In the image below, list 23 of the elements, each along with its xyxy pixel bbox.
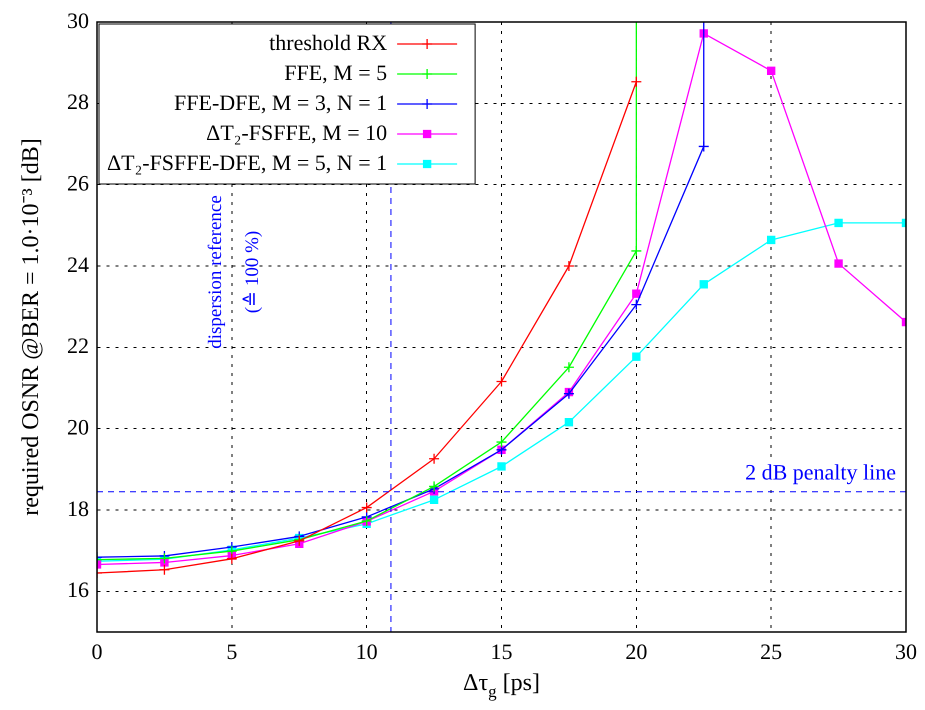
y-tick-label: 24 [67, 252, 89, 277]
y-tick-label: 20 [67, 414, 89, 440]
legend-label: ΔT₂-FSFFE, M = 10 [206, 120, 388, 145]
legend-label: FFE, M = 5 [284, 60, 388, 85]
x-tick-label: 0 [92, 638, 102, 664]
y-tick-label: 16 [67, 577, 89, 602]
legend-label: FFE-DFE, M = 3, N = 1 [174, 90, 388, 115]
x-tick-label: 10 [356, 638, 378, 664]
x-tick-label: 30 [895, 638, 917, 664]
x-tick-label: 25 [760, 638, 782, 664]
y-tick-label: 28 [67, 89, 89, 114]
x-tick-label: 15 [490, 638, 512, 664]
y-tick-label: 30 [67, 8, 89, 33]
ref-line-label: 2 dB penalty line [745, 460, 896, 485]
y-tick-label: 18 [67, 496, 89, 521]
y-axis-title: required OSNR @BER = 1.0·10⁻³ [dB] [18, 138, 44, 516]
ref-line-label: dispersion reference (≙ 100 %) [204, 195, 263, 349]
y-tick-label: 22 [67, 333, 89, 358]
legend-label: ΔT₂-FSFFE-DFE, M = 5, N = 1 [106, 150, 388, 175]
legend-label: threshold RX [269, 30, 388, 55]
x-tick-label: 20 [625, 638, 648, 664]
x-tick-label: 5 [226, 638, 238, 664]
y-tick-label: 26 [67, 170, 89, 196]
